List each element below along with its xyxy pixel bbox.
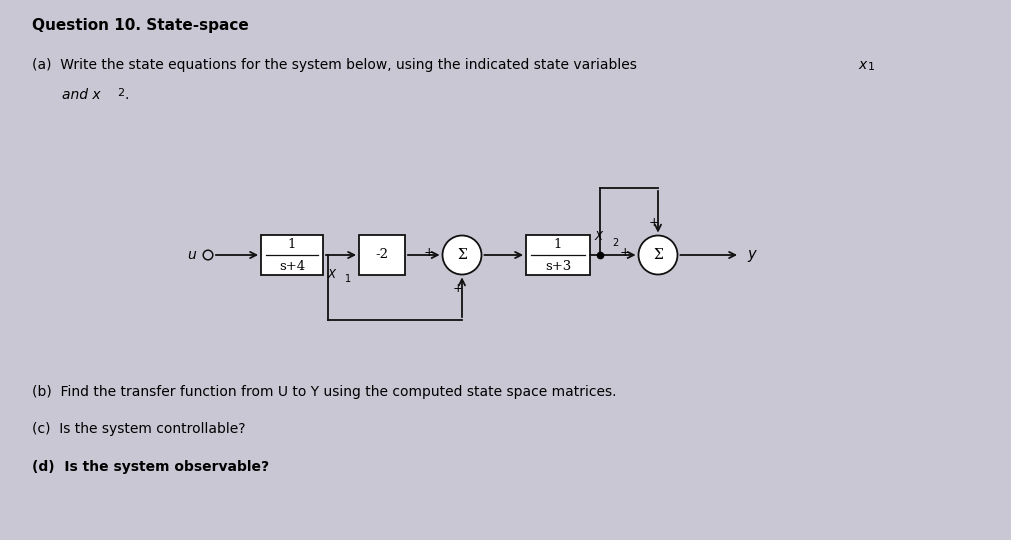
Text: 1: 1 [553, 239, 562, 252]
Text: 1: 1 [867, 62, 875, 72]
Text: x: x [857, 58, 865, 72]
Text: 2: 2 [117, 88, 124, 98]
Text: Question 10. State-space: Question 10. State-space [32, 18, 249, 33]
Text: 1: 1 [345, 274, 351, 284]
Text: u: u [187, 248, 196, 262]
Text: +: + [423, 246, 434, 259]
Text: +: + [648, 216, 658, 229]
Text: +: + [619, 246, 629, 259]
Text: .: . [125, 88, 129, 102]
Text: (c)  Is the system controllable?: (c) Is the system controllable? [32, 422, 246, 436]
Text: y: y [746, 247, 755, 262]
Bar [261, 235, 323, 275]
Bar [359, 235, 404, 275]
Text: X: X [594, 231, 603, 244]
Text: 1: 1 [287, 239, 296, 252]
Text: (b)  Find the transfer function from U to Y using the computed state space matri: (b) Find the transfer function from U to… [32, 385, 616, 399]
Circle shape [638, 235, 676, 274]
Text: s+3: s+3 [544, 260, 570, 273]
Text: X: X [328, 267, 336, 280]
Bar [526, 235, 589, 275]
Circle shape [203, 250, 212, 260]
Text: 2: 2 [612, 238, 618, 248]
Text: Σ: Σ [652, 248, 662, 262]
Text: -2: -2 [375, 248, 388, 261]
Text: (d)  Is the system observable?: (d) Is the system observable? [32, 460, 269, 474]
Text: and x: and x [62, 88, 100, 102]
Circle shape [442, 235, 481, 274]
Text: (a)  Write the state equations for the system below, using the indicated state v: (a) Write the state equations for the sy… [32, 58, 641, 72]
Text: +: + [452, 282, 463, 295]
Text: Σ: Σ [457, 248, 466, 262]
Text: s+4: s+4 [279, 260, 304, 273]
